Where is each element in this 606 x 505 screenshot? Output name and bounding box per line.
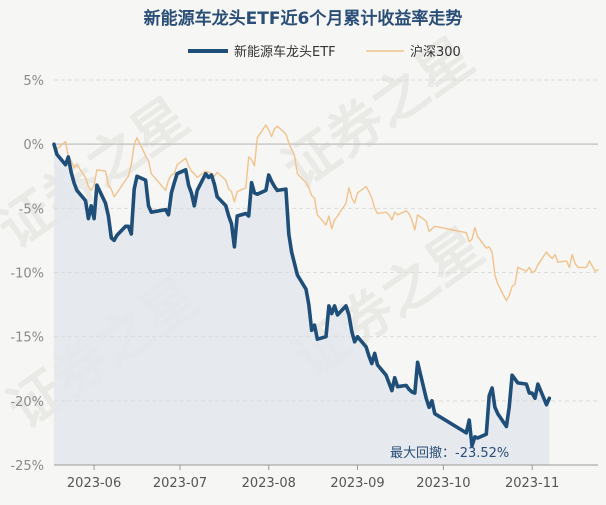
series-line-etf: [52, 142, 552, 448]
legend-label-hs300: 沪深300: [410, 44, 461, 60]
chart-title: 新能源车龙头ETF近6个月累计收益率走势: [144, 8, 463, 29]
max-drawdown-annotation: 最大回撤：-23.52%: [390, 445, 509, 461]
area-fill-layer: [54, 144, 550, 465]
x-tick-label: 2023-08: [242, 476, 296, 491]
series-layer: [52, 124, 599, 448]
y-tick-label: -10%: [10, 267, 44, 282]
x-tick-label: 2023-09: [330, 476, 384, 491]
x-tick-label: 2023-11: [505, 476, 559, 491]
grid-layer: [54, 79, 598, 466]
series-line-hs300: [53, 124, 599, 302]
y-tick-label: -15%: [10, 331, 44, 346]
x-tick-label: 2023-10: [416, 476, 470, 491]
y-tick-label: 5%: [23, 74, 44, 89]
legend: 新能源车龙头ETF 沪深300: [188, 44, 461, 60]
y-tick-label: -25%: [10, 459, 44, 474]
x-tick-label: 2023-06: [67, 476, 121, 491]
etf-area-fill: [54, 144, 550, 465]
y-tick-label: 0%: [23, 138, 44, 153]
axis-layer: 5% 0% -5% -10% -15% -20% -25% 2023-06 2023-07 202…: [10, 74, 598, 491]
y-tick-label: -20%: [10, 395, 44, 410]
x-tick-label: 2023-07: [153, 476, 207, 491]
y-tick-label: -5%: [19, 202, 44, 217]
legend-label-etf: 新能源车龙头ETF: [234, 44, 336, 60]
